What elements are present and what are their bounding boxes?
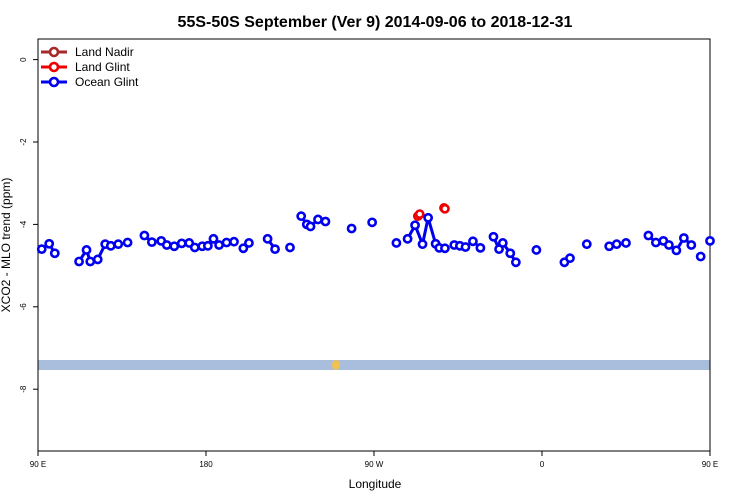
data-point	[604, 241, 615, 252]
data-point	[643, 230, 654, 241]
data-point	[705, 235, 715, 246]
data-point	[105, 240, 116, 251]
data-point	[285, 242, 295, 253]
data-point	[169, 241, 180, 252]
data-point	[313, 214, 323, 225]
data-point	[208, 233, 219, 244]
data-point	[410, 220, 420, 231]
x-tick-label: 0	[540, 460, 545, 469]
legend-label: Land Glint	[75, 60, 130, 74]
legend-marker	[48, 46, 60, 58]
data-point	[270, 244, 280, 255]
data-point	[113, 239, 124, 250]
data-point	[440, 203, 450, 214]
data-point	[214, 240, 224, 250]
data-point	[671, 245, 682, 256]
data-point	[139, 230, 150, 241]
data-point	[122, 237, 133, 248]
land-strip-blob	[332, 360, 340, 370]
y-tick-label: -4	[19, 220, 28, 228]
data-point	[146, 237, 157, 248]
data-point	[36, 244, 47, 255]
y-axis: 0 -2 -4 -6 -8	[19, 57, 38, 393]
data-point	[85, 256, 96, 267]
data-point	[92, 254, 103, 265]
x-tick-label: 90 W	[365, 460, 384, 469]
data-point	[49, 248, 60, 259]
x-tick-label: 90 E	[30, 460, 46, 469]
y-tick-label: -6	[19, 303, 28, 311]
data-point	[468, 236, 478, 247]
data-point	[176, 238, 187, 249]
data-point	[320, 216, 331, 227]
data-point	[44, 238, 55, 249]
data-point	[581, 239, 592, 250]
data-point	[402, 233, 413, 244]
x-tick-label: 90 E	[702, 460, 718, 469]
legend-marker	[48, 76, 60, 88]
data-point	[202, 240, 213, 251]
legend-label: Ocean Glint	[75, 75, 139, 89]
data-point	[346, 223, 357, 234]
data-point	[414, 209, 425, 219]
data-point	[565, 253, 575, 264]
data-point	[229, 236, 239, 247]
ocean-strip	[38, 360, 710, 370]
data-point	[497, 238, 508, 248]
data-point	[391, 238, 402, 248]
data-point	[686, 240, 697, 250]
data-point	[262, 233, 273, 244]
data-point	[305, 221, 316, 232]
data-point	[505, 248, 516, 259]
data-point	[296, 211, 307, 222]
data-point	[81, 245, 92, 255]
data-point	[475, 242, 486, 253]
data-point	[417, 239, 428, 250]
y-tick-label: 0	[19, 57, 28, 62]
legend-marker	[48, 61, 60, 73]
data-point	[621, 238, 631, 248]
data-point	[423, 212, 434, 223]
data-point	[664, 240, 674, 250]
data-point	[460, 242, 471, 252]
data-point	[238, 243, 249, 254]
data-point	[161, 240, 172, 250]
map-strip	[38, 360, 710, 370]
data-point	[650, 237, 661, 248]
data-point	[74, 256, 84, 267]
data-point	[695, 251, 706, 262]
series-ocean-glint	[36, 211, 715, 268]
data-point	[611, 239, 622, 250]
y-tick-label: -8	[19, 385, 28, 393]
x-axis-label: Longitude	[349, 477, 402, 491]
data-point	[244, 238, 254, 248]
x-axis: 90 E 180 90 W 0 90 E	[30, 451, 718, 469]
y-tick-label: -2	[19, 138, 28, 146]
data-point	[678, 233, 689, 243]
data-point	[488, 231, 499, 242]
series-land-glint	[412, 203, 450, 222]
data-point	[189, 242, 200, 253]
y-axis-label: XCO2 - MLO trend (ppm)	[0, 178, 13, 313]
x-tick-label: 180	[199, 460, 213, 469]
data-point	[510, 257, 521, 268]
legend-label: Land Nadir	[75, 45, 134, 59]
data-point	[531, 245, 542, 255]
data-point	[221, 237, 232, 248]
data-point	[440, 243, 450, 254]
chart-title: 55S-50S September (Ver 9) 2014-09-06 to …	[178, 14, 573, 31]
data-point	[367, 217, 378, 228]
series-layer	[36, 203, 715, 268]
